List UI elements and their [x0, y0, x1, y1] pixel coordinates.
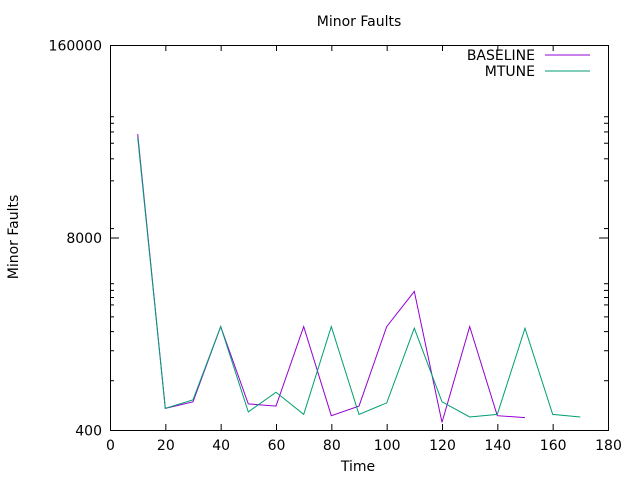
axis-ticks: 0 20 40 60 80 100 120 140 160 180 160000 8000 400: [49, 39, 622, 455]
legend-label: BASELINE: [467, 48, 535, 64]
x-tick-label: 160: [540, 438, 567, 454]
y-tick-label: 8000: [66, 231, 102, 247]
x-tick-label: 140: [484, 438, 511, 454]
y-tick-label: 160000: [49, 39, 102, 55]
x-axis-label: Time: [340, 459, 375, 475]
x-tick-label: 120: [429, 438, 456, 454]
plot-frame: [110, 45, 609, 431]
x-tick-label: 100: [374, 438, 401, 454]
y-tick-label: 400: [75, 424, 102, 440]
x-tick-label: 20: [157, 438, 175, 454]
x-tick-label: 180: [595, 438, 622, 454]
legend-label: MTUNE: [485, 64, 535, 80]
x-tick-label: 80: [323, 438, 341, 454]
x-tick-label: 40: [212, 438, 230, 454]
chart-title: Minor Faults: [317, 14, 402, 30]
y-axis-label: Minor Faults: [6, 195, 22, 280]
x-tick-label: 0: [106, 438, 115, 454]
series-lines: [137, 134, 581, 423]
series-line-mtune: [137, 137, 581, 418]
x-tick-label: 60: [268, 438, 286, 454]
